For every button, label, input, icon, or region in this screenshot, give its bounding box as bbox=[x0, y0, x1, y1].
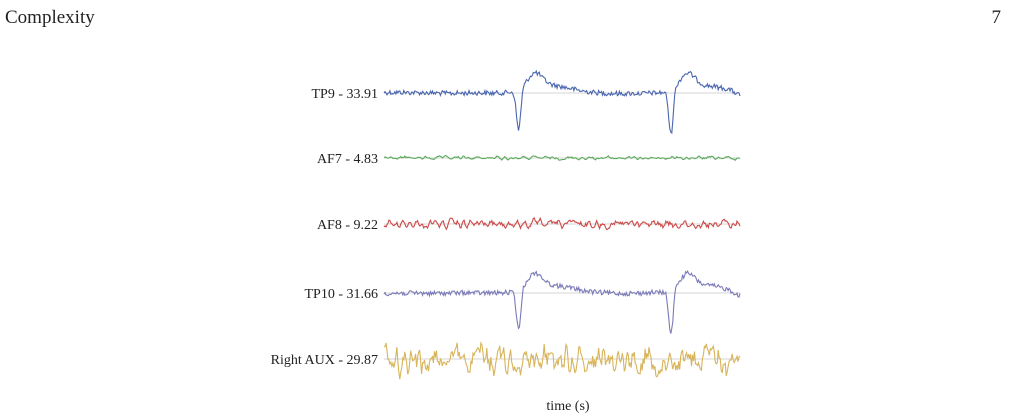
page-header: Complexity 7 bbox=[0, 0, 1009, 36]
series-label-1: AF7 - 4.83 bbox=[317, 152, 378, 167]
page-number: 7 bbox=[991, 7, 1002, 28]
series-line-2 bbox=[383, 216, 741, 231]
series-line-0 bbox=[383, 69, 741, 135]
series-label-2: AF8 - 9.22 bbox=[317, 218, 378, 233]
series-label-4: Right AUX - 29.87 bbox=[271, 353, 378, 368]
series-label-0: TP9 - 33.91 bbox=[312, 87, 379, 102]
series-label-3: TP10 - 31.66 bbox=[305, 287, 379, 302]
series-line-3 bbox=[383, 269, 741, 334]
series-line-4 bbox=[383, 341, 741, 380]
x-axis-label: time (s) bbox=[546, 399, 589, 414]
series-line-1 bbox=[383, 154, 741, 162]
header-title: Complexity bbox=[5, 7, 95, 28]
